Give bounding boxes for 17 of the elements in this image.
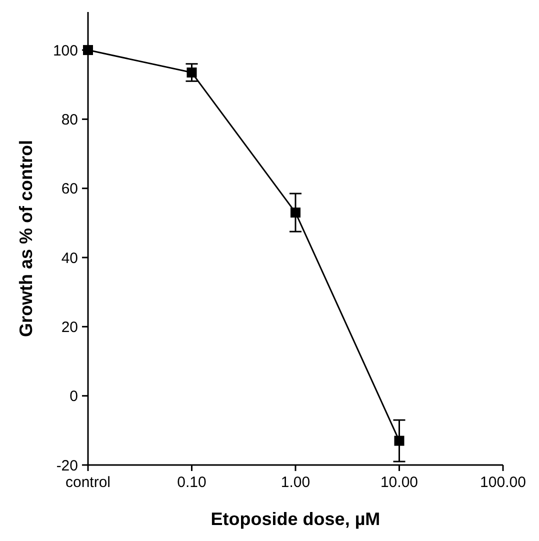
y-axis-title: Growth as % of control [16, 140, 36, 338]
point [186, 68, 197, 78]
y-tick-label: 100 [52, 42, 78, 60]
x-axis-title: Etoposide dose, µM [210, 509, 380, 529]
point [394, 436, 404, 446]
y-tick-label: 0 [70, 388, 78, 406]
y-tick-label: 80 [61, 111, 78, 128]
x-tick-label: control [65, 474, 111, 491]
x-tick-label: 1.00 [280, 474, 310, 491]
y-tick-label: 40 [61, 250, 78, 267]
y-tick-label: 20 [61, 318, 78, 336]
y-tick-label: -20 [56, 457, 78, 474]
x-tick-label: 0.10 [177, 474, 206, 491]
x-tick-label: 10.00 [380, 474, 418, 491]
y-tick-label: 60 [61, 180, 78, 198]
point [290, 208, 300, 218]
x-tick-label: 100.00 [480, 474, 526, 491]
